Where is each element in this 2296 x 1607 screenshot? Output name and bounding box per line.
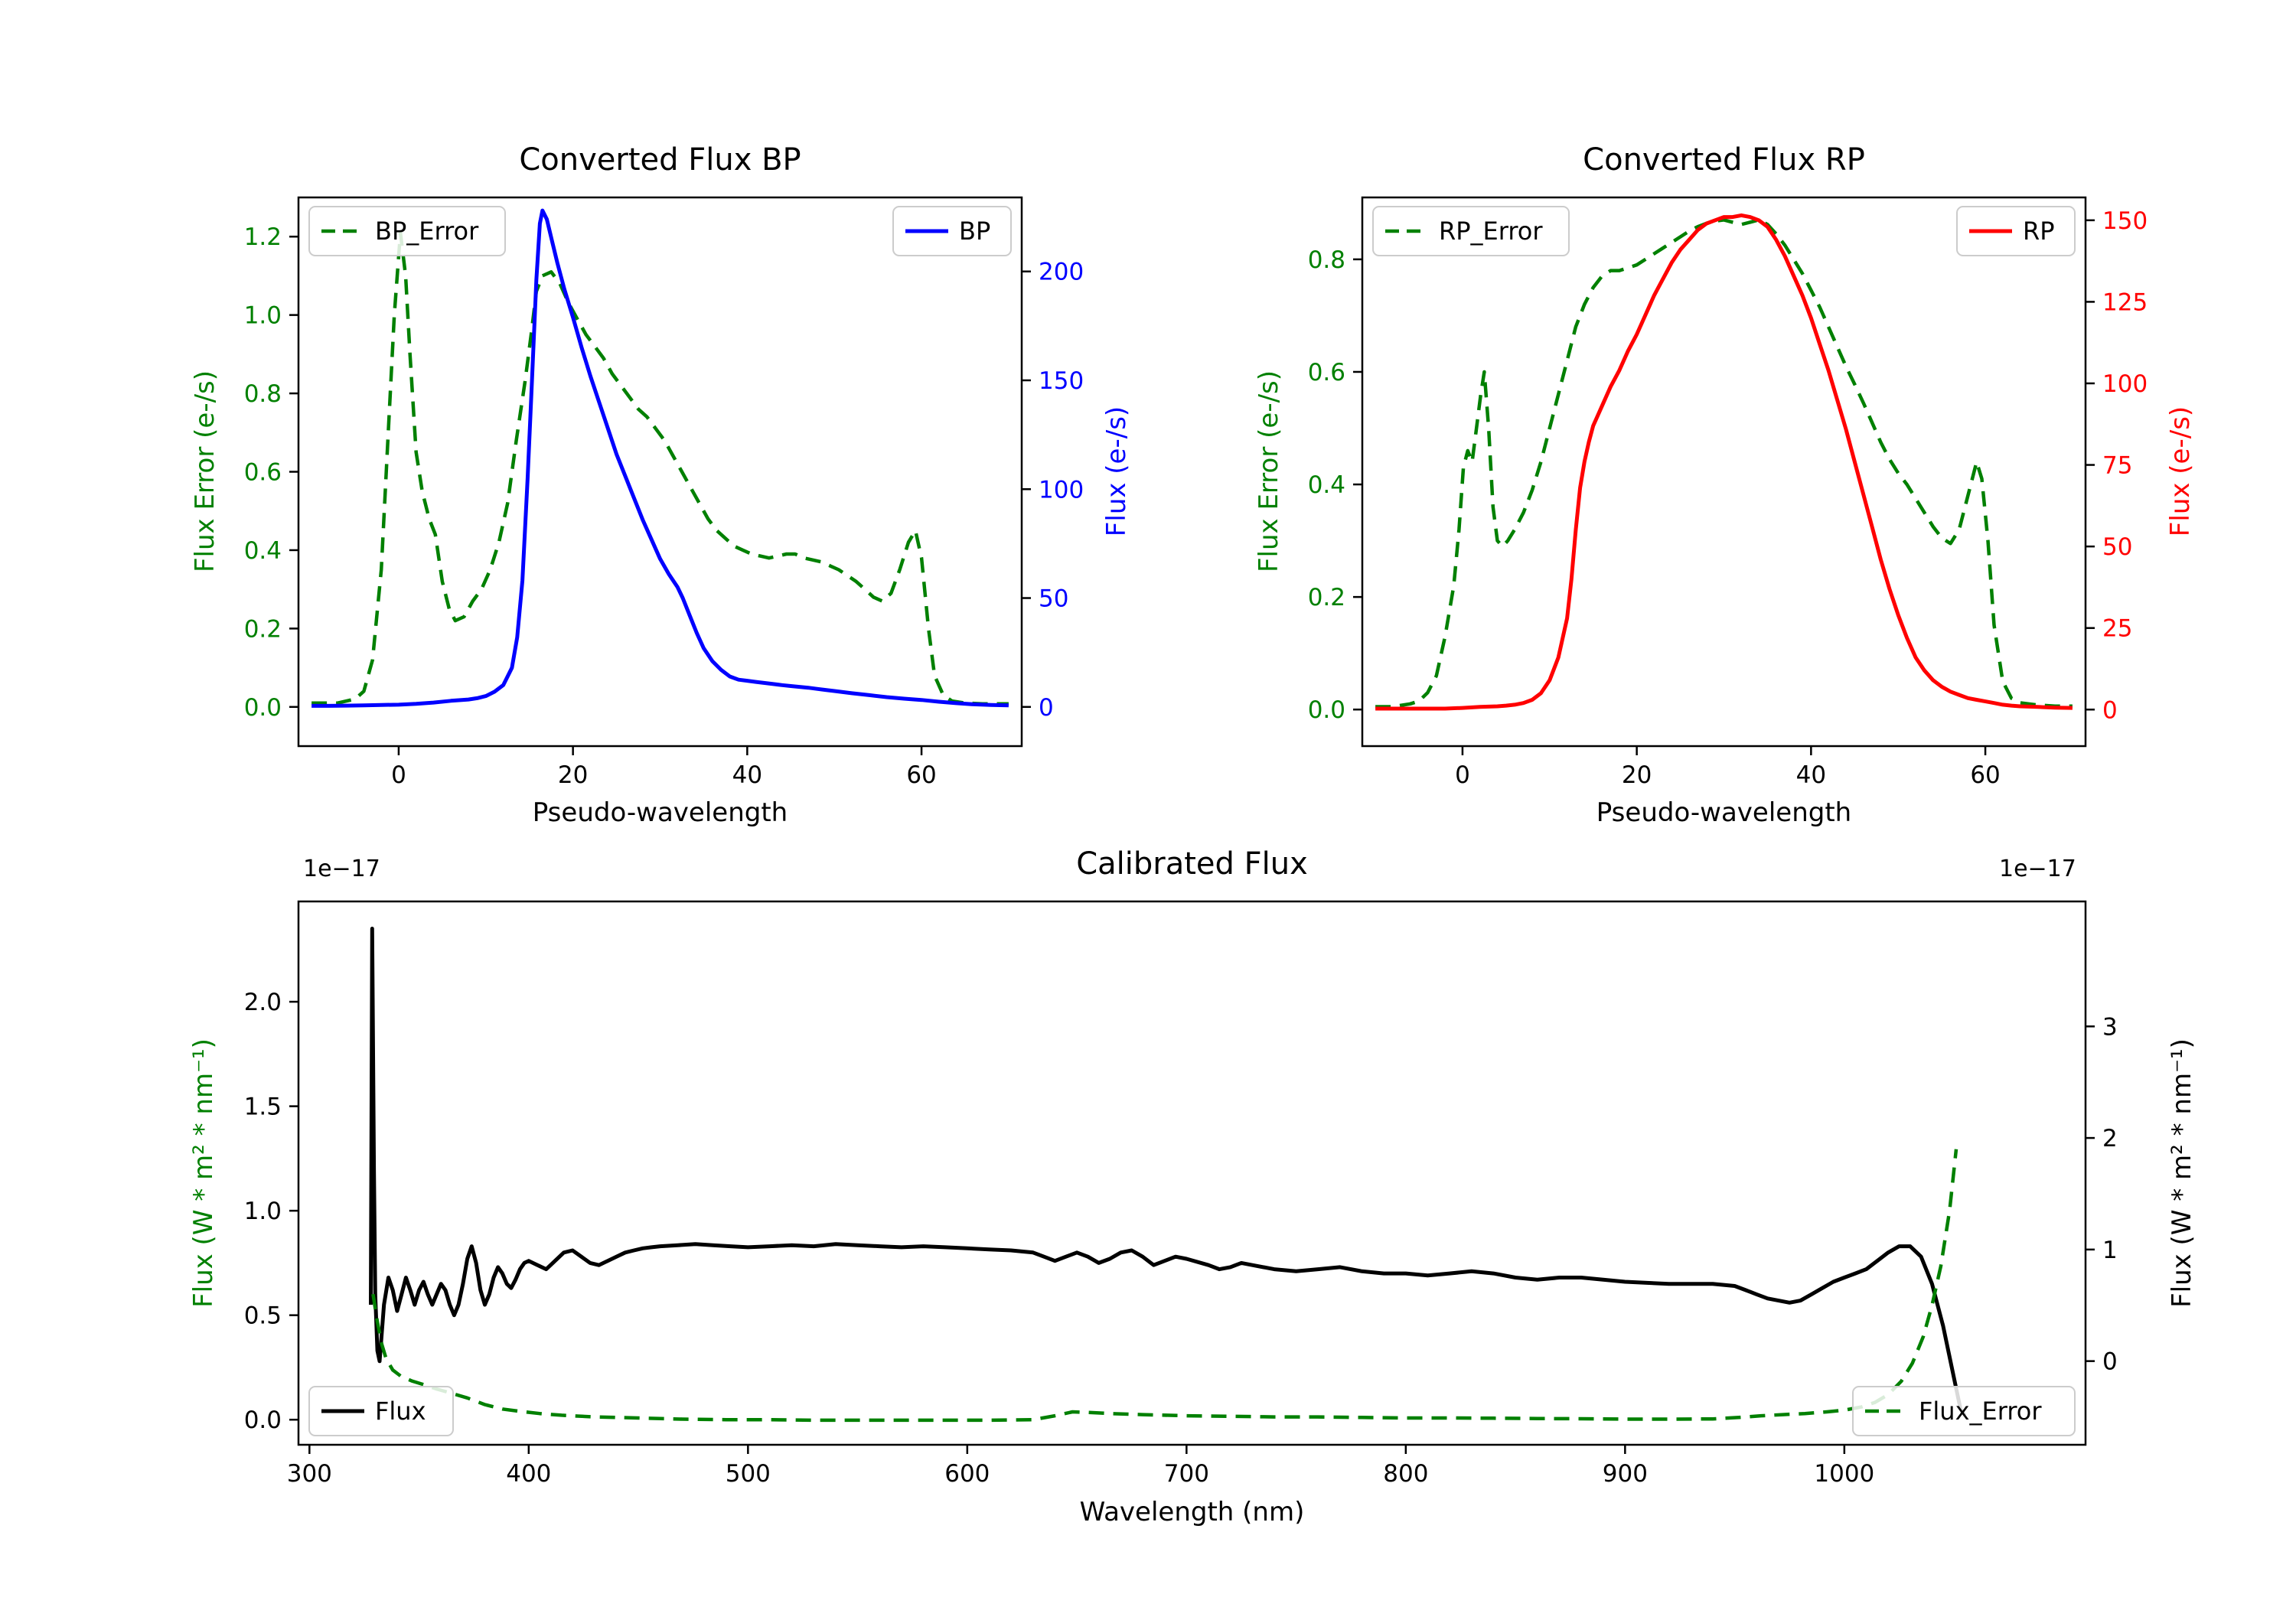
series-RP_Error xyxy=(1375,218,2073,709)
y-tick-label-left: 0.8 xyxy=(244,380,282,408)
y-tick-label-right: 0 xyxy=(2102,1348,2118,1376)
title-converted-flux-rp: Converted Flux RP xyxy=(1583,142,1865,178)
y-tick-label-left: 0.4 xyxy=(244,537,282,565)
y-tick-label-left: 1.0 xyxy=(244,302,282,330)
ylabel-rp-right: Flux (e-/s) xyxy=(2165,406,2196,537)
x-tick-label: 60 xyxy=(1970,761,2000,789)
title-calibrated-flux: Calibrated Flux xyxy=(1076,846,1308,882)
y-tick-label-right: 1 xyxy=(2102,1237,2118,1264)
y-tick-label-right: 3 xyxy=(2102,1013,2118,1041)
x-tick-label: 40 xyxy=(1796,761,1826,789)
series-BP_Error xyxy=(311,230,1009,706)
ylabel-bp-right: Flux (e-/s) xyxy=(1101,406,1132,537)
x-tick-label: 300 xyxy=(287,1460,332,1488)
x-tick-label: 900 xyxy=(1603,1460,1648,1488)
y-tick-label-right: 200 xyxy=(1039,259,1084,286)
series-BP xyxy=(311,208,1009,708)
y-tick-label-right: 50 xyxy=(1039,585,1068,613)
legend-frame xyxy=(308,1386,454,1436)
ylabel-calibrated-right: Flux (W * m² * nm⁻¹) xyxy=(2167,1038,2197,1308)
y-tick-label-left: 0.6 xyxy=(244,459,282,487)
axes-spines xyxy=(297,900,2087,1446)
y-tick-label-right: 2 xyxy=(2102,1125,2118,1152)
title-converted-flux-bp: Converted Flux BP xyxy=(519,142,801,178)
series-Flux_Error xyxy=(371,1149,1958,1423)
legend-label: BP xyxy=(959,217,990,246)
y-tick-label-left: 0.0 xyxy=(244,694,282,722)
legend-frame xyxy=(1372,206,1570,256)
converted-flux-bp: 0 20 40 60 0.0 0.2 0.4 0.6 0.8 1.0 1.2 0 50 100 150 200… xyxy=(244,196,1084,789)
legend-frame xyxy=(1852,1386,2076,1436)
xlabel-rp: Pseudo-wavelength xyxy=(1596,797,1852,828)
legend-label: Flux xyxy=(375,1397,426,1426)
y-tick-label-left: 1.0 xyxy=(244,1198,282,1225)
y-tick-label-right: 25 xyxy=(2102,615,2132,643)
converted-flux-rp: 0 20 40 60 0.0 0.2 0.4 0.6 0.8 0 25 50 75 100 125 150 RP… xyxy=(1308,196,2148,789)
y-tick-label-left: 0.4 xyxy=(1308,471,1345,499)
x-tick-label: 1000 xyxy=(1814,1460,1874,1488)
y-tick-label-left: 0.5 xyxy=(244,1302,282,1330)
xlabel-calibrated: Wavelength (nm) xyxy=(1079,1497,1305,1527)
legend-label: RP xyxy=(2023,217,2055,246)
y-tick-label-left: 0.0 xyxy=(1308,696,1345,724)
legend-label: RP_Error xyxy=(1439,217,1543,246)
ylabel-calibrated-left: Flux (W * m² * nm⁻¹) xyxy=(188,1038,219,1308)
y-tick-label-right: 150 xyxy=(2102,207,2148,235)
x-tick-label: 600 xyxy=(944,1460,990,1488)
offset-text-left: 1e−17 xyxy=(303,856,380,882)
x-tick-label: 0 xyxy=(1455,761,1470,789)
x-tick-label: 700 xyxy=(1164,1460,1209,1488)
x-tick-label: 0 xyxy=(391,761,406,789)
y-tick-label-left: 0.2 xyxy=(1308,584,1345,611)
y-tick-label-left: 0.0 xyxy=(244,1407,282,1434)
legend-frame xyxy=(1956,206,2076,256)
xlabel-bp: Pseudo-wavelength xyxy=(532,797,788,828)
y-tick-label-left: 1.5 xyxy=(244,1094,282,1121)
x-tick-label: 800 xyxy=(1383,1460,1428,1488)
legend-frame xyxy=(892,206,1012,256)
offset-text-right: 1e−17 xyxy=(1999,856,2076,882)
x-tick-label: 20 xyxy=(1622,761,1652,789)
x-tick-label: 40 xyxy=(732,761,762,789)
x-tick-label: 60 xyxy=(906,761,936,789)
ylabel-rp-left: Flux Error (e-/s) xyxy=(1254,370,1284,573)
series-RP xyxy=(1375,213,2073,711)
legend-label: BP_Error xyxy=(375,217,479,246)
legend-label: Flux_Error xyxy=(1919,1397,2042,1426)
calibrated-flux: 300 400 500 600 700 800 900 1000 0.0 0.5 1.0 1.5 2.0… xyxy=(244,900,2118,1488)
y-tick-label-left: 0.2 xyxy=(244,615,282,643)
y-tick-label-right: 0 xyxy=(1039,694,1054,722)
y-tick-label-right: 125 xyxy=(2102,288,2148,316)
y-tick-label-left: 1.2 xyxy=(244,223,282,251)
x-tick-label: 500 xyxy=(726,1460,771,1488)
x-tick-label: 400 xyxy=(506,1460,551,1488)
y-tick-label-right: 100 xyxy=(2102,370,2148,398)
y-tick-label-left: 0.6 xyxy=(1308,359,1345,386)
axes-spines xyxy=(1361,196,2087,748)
y-tick-label-left: 0.8 xyxy=(1308,246,1345,274)
y-tick-label-right: 150 xyxy=(1039,367,1084,395)
x-tick-label: 20 xyxy=(558,761,588,789)
y-tick-label-right: 50 xyxy=(2102,533,2132,561)
y-tick-label-right: 0 xyxy=(2102,696,2118,724)
series-Flux xyxy=(369,927,1967,1417)
ylabel-bp-left: Flux Error (e-/s) xyxy=(190,370,220,573)
y-tick-label-right: 75 xyxy=(2102,452,2132,480)
legend-frame xyxy=(308,206,506,256)
y-tick-label-left: 2.0 xyxy=(244,989,282,1016)
y-tick-label-right: 100 xyxy=(1039,476,1084,504)
